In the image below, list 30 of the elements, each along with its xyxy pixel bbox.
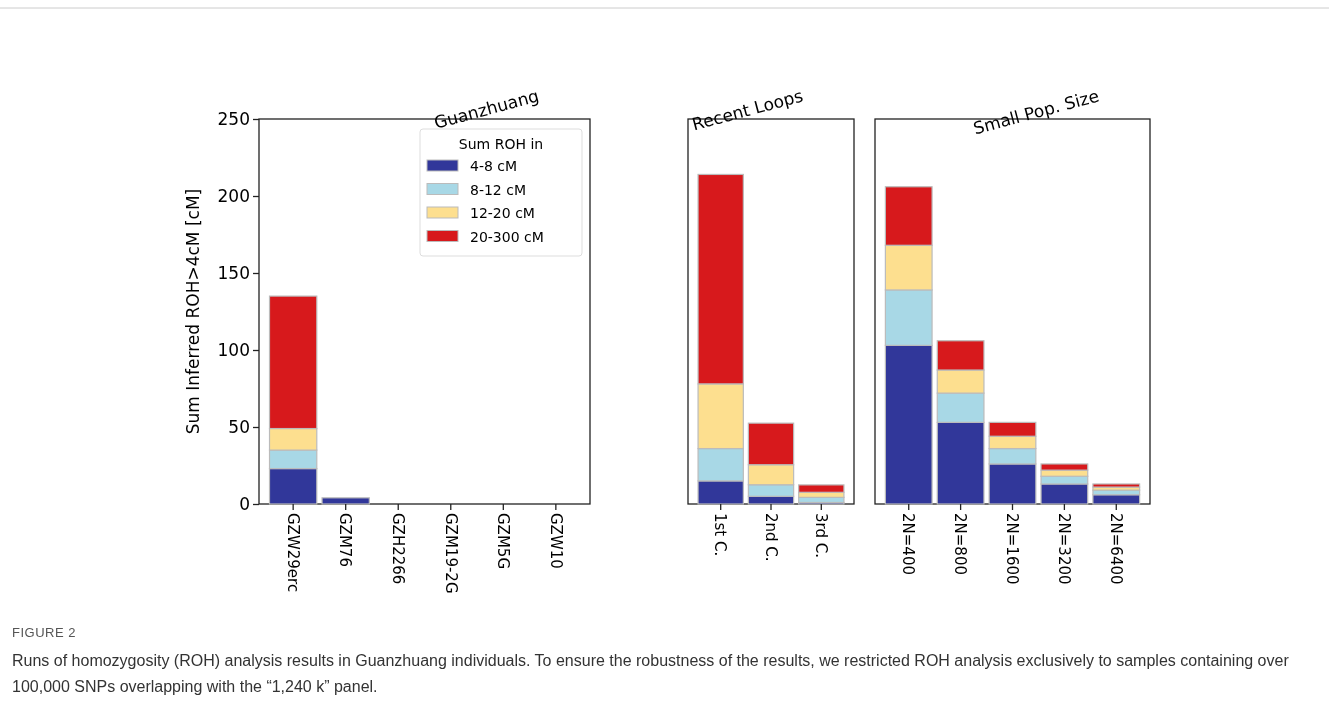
legend-label: 4-8 cM [470,158,518,174]
x-tick-label: 2nd C. [761,513,780,562]
y-tick-label: 100 [217,339,250,360]
x-tick-label: GZM76 [336,513,355,567]
y-tick-label: 200 [217,185,250,206]
legend-label: 20-300 cM [470,228,544,245]
x-tick-label: 3rd C. [812,513,831,558]
x-tick-label: GZW29erc [283,513,302,593]
legend-label: 8-12 cM [470,181,526,198]
x-tick-label: 2N=6400 [1107,513,1126,585]
y-tick-label: 0 [239,493,250,514]
y-axis-title: Sum Inferred ROH>4cM [cM] [183,188,203,435]
x-tick-label: 2N=800 [951,513,970,575]
chart-title: Recent Loops [689,85,806,135]
x-tick-label: GZH2266 [388,513,407,585]
text: Runs of homozygosity (ROH) analysis results in Guanzhuang individuals. To ensure the robustness of the results, we restricted ROH analysis exclusively to samples containing over 100,000 SNPs overlapping with the “1,240 k” panel. [12,651,1290,697]
x-tick-label: GZW10 [546,513,565,569]
y-tick-label: 50 [228,416,250,437]
legend-title: Sum ROH in [458,136,544,152]
x-tick-label: 2N=3200 [1055,513,1074,585]
caption: FIGURE 2 [12,625,76,640]
x-tick-label: 2N=400 [899,513,918,575]
x-tick-label: GZM19-2G [441,513,460,594]
y-tick-label: 150 [217,262,250,283]
chart-title: Small Pop. Size [971,85,1102,139]
x-tick-label: GZM5G [494,513,513,570]
x-tick-label: 1st C. [711,513,730,557]
legend-label: 12-20 cM [470,205,535,221]
x-tick-label: 2N=1600 [1003,513,1022,585]
y-tick-label: 250 [217,108,250,129]
